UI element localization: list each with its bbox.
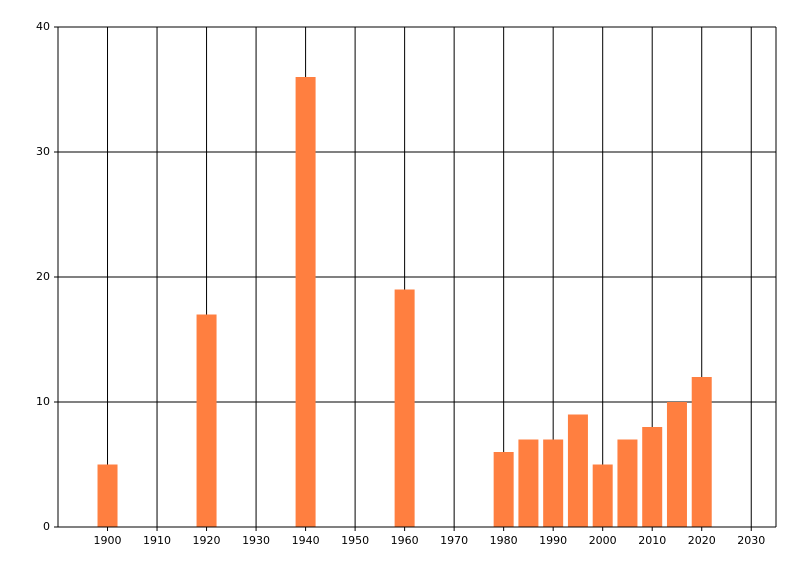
bar (666, 402, 687, 527)
y-tick-label: 20 (36, 270, 50, 283)
bar (543, 439, 564, 527)
x-tick-label: 1960 (391, 534, 419, 547)
x-tick-label: 2000 (589, 534, 617, 547)
x-tick-label: 1940 (292, 534, 320, 547)
x-tick-label: 1950 (341, 534, 369, 547)
x-tick-label: 1920 (193, 534, 221, 547)
y-tick-label: 10 (36, 395, 50, 408)
x-tick-label: 2010 (638, 534, 666, 547)
y-tick-label: 30 (36, 145, 50, 158)
bar (97, 464, 118, 527)
x-tick-label: 1980 (490, 534, 518, 547)
bar (493, 452, 514, 527)
bar (196, 314, 217, 527)
y-tick-label: 0 (43, 520, 50, 533)
x-tick-label: 1900 (94, 534, 122, 547)
y-tick-label: 40 (36, 20, 50, 33)
x-tick-label: 1910 (143, 534, 171, 547)
x-tick-label: 2020 (688, 534, 716, 547)
bar (691, 377, 712, 527)
bar (295, 77, 316, 527)
bar (642, 427, 663, 527)
x-tick-label: 1970 (440, 534, 468, 547)
bar (617, 439, 638, 527)
x-tick-label: 1990 (539, 534, 567, 547)
x-tick-label: 1930 (242, 534, 270, 547)
x-tick-label: 2030 (737, 534, 765, 547)
bar (394, 289, 415, 527)
bar (518, 439, 539, 527)
bar (567, 414, 588, 527)
bar (592, 464, 613, 527)
